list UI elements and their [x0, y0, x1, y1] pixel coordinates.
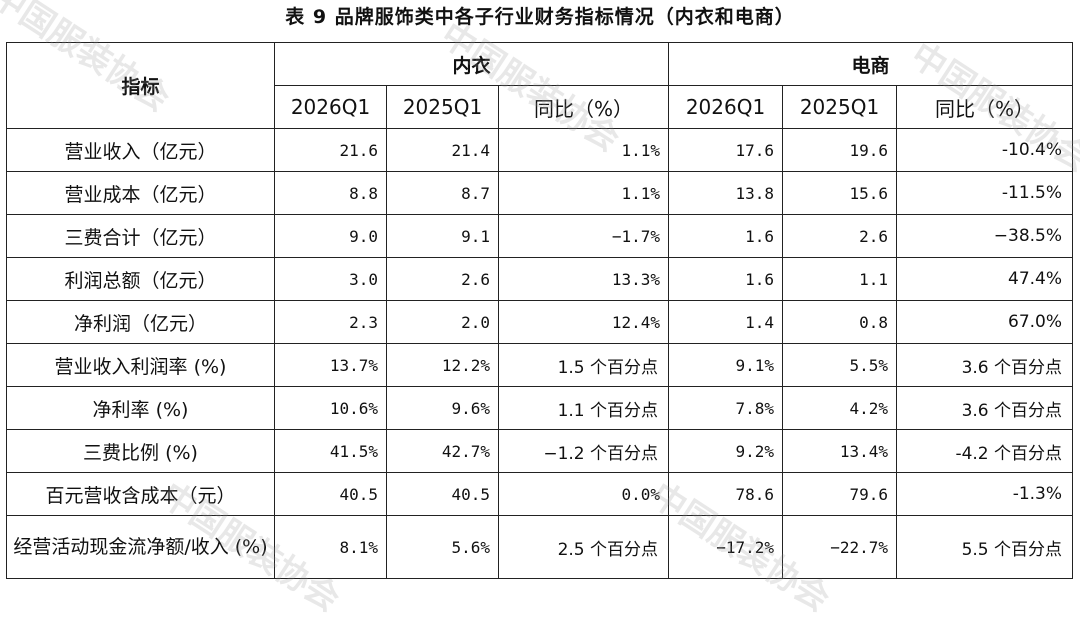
table-cell: 3.0	[274, 257, 387, 301]
table-cell: 2.6	[386, 257, 499, 301]
table-cell: 1.1%	[497, 171, 670, 215]
header-underwear-yoy: 同比（%）	[497, 85, 670, 129]
table-row: 营业收入（亿元） 21.6 21.4 1.1% 17.6 19.6 -10.4%	[6, 128, 1074, 172]
header-underwear-2025q1: 2025Q1	[386, 85, 499, 129]
table-cell: 7.8%	[668, 386, 784, 430]
table-cell: 21.6	[274, 128, 387, 172]
table-cell: 2.3	[274, 300, 387, 344]
table-cell: -10.4%	[896, 128, 1074, 172]
row-label: 营业成本（亿元）	[6, 171, 275, 215]
table-cell: 0.0%	[497, 472, 670, 516]
table-cell: 1.6	[668, 257, 784, 301]
header-ecommerce-2026q1: 2026Q1	[668, 85, 784, 129]
table-cell: 1.1	[782, 257, 898, 301]
table-cell: 79.6	[782, 472, 898, 516]
header-ecommerce-yoy: 同比（%）	[896, 85, 1074, 129]
header-group-underwear: 内衣	[273, 42, 670, 86]
table-cell: 12.2%	[386, 343, 499, 387]
table-cell: −1.7%	[497, 214, 670, 258]
table-row: 净利率 (%) 10.6% 9.6% 1.1 个百分点 7.8% 4.2% 3.6 个百分点	[6, 386, 1074, 430]
table-cell: 10.6%	[274, 386, 387, 430]
table-cell: 5.5 个百分点	[896, 515, 1074, 579]
table-cell: −17.2%	[668, 515, 784, 579]
table-cell: 4.2%	[782, 386, 898, 430]
table-cell: 8.7	[386, 171, 499, 215]
row-label: 三费合计（亿元）	[6, 214, 275, 258]
table-cell: 9.0	[274, 214, 387, 258]
table-cell: -11.5%	[896, 171, 1074, 215]
financial-indicators-table: 指标 内衣 电商 2026Q1 2025Q1 同比（%） 2026Q1 2025…	[6, 42, 1074, 579]
table-cell: 2.0	[386, 300, 499, 344]
table-row: 三费合计（亿元） 9.0 9.1 −1.7% 1.6 2.6 −38.5%	[6, 214, 1074, 258]
table-cell: 1.1%	[497, 128, 670, 172]
table-cell: 3.6 个百分点	[896, 386, 1074, 430]
table-cell: 41.5%	[274, 429, 387, 473]
table-cell: 9.2%	[668, 429, 784, 473]
header-group-ecommerce: 电商	[668, 42, 1074, 86]
row-label: 三费比例 (%)	[6, 429, 275, 473]
table-title: 表 9 品牌服饰类中各子行业财务指标情况（内衣和电商）	[285, 6, 795, 28]
table-cell: 67.0%	[896, 300, 1074, 344]
table-row: 百元营收含成本（元） 40.5 40.5 0.0% 78.6 79.6 -1.3%	[6, 472, 1074, 516]
table-row: 利润总额（亿元） 3.0 2.6 13.3% 1.6 1.1 47.4%	[6, 257, 1074, 301]
header-ecommerce-2025q1: 2025Q1	[782, 85, 898, 129]
table-cell: 17.6	[668, 128, 784, 172]
table-cell: 13.8	[668, 171, 784, 215]
table-cell: 5.6%	[386, 515, 499, 579]
table-cell: −22.7%	[782, 515, 898, 579]
table-row: 营业成本（亿元） 8.8 8.7 1.1% 13.8 15.6 -11.5%	[6, 171, 1074, 215]
table-cell: 8.8	[274, 171, 387, 215]
row-label: 百元营收含成本（元）	[6, 472, 275, 516]
table-row: 经营活动现金流净额/收入 (%) 8.1% 5.6% 2.5 个百分点 −17.2% −2…	[6, 515, 1074, 579]
table-cell: 9.6%	[386, 386, 499, 430]
table-cell: -1.3%	[896, 472, 1074, 516]
table-cell: 21.4	[386, 128, 499, 172]
row-label: 经营活动现金流净额/收入 (%)	[6, 515, 275, 579]
table-cell: −1.2 个百分点	[497, 429, 670, 473]
table-cell: 1.6	[668, 214, 784, 258]
table-cell: 9.1	[386, 214, 499, 258]
table-cell: 1.1 个百分点	[497, 386, 670, 430]
row-label: 营业收入利润率 (%)	[6, 343, 275, 387]
table-cell: 3.6 个百分点	[896, 343, 1074, 387]
table-cell: 5.5%	[782, 343, 898, 387]
table-cell: 12.4%	[497, 300, 670, 344]
row-label: 营业收入（亿元）	[6, 128, 275, 172]
table-cell: 78.6	[668, 472, 784, 516]
header-row-groups: 指标 内衣 电商	[6, 42, 1074, 129]
table-cell: 13.3%	[497, 257, 670, 301]
table-cell: 42.7%	[386, 429, 499, 473]
table-cell: 0.8	[782, 300, 898, 344]
table-cell: 1.4	[668, 300, 784, 344]
table-cell: -4.2 个百分点	[896, 429, 1074, 473]
table-row: 三费比例 (%) 41.5% 42.7% −1.2 个百分点 9.2% 13.4% -4.2…	[6, 429, 1074, 473]
table-cell: 9.1%	[668, 343, 784, 387]
header-underwear-2026q1: 2026Q1	[274, 85, 387, 129]
table-cell: −38.5%	[896, 214, 1074, 258]
table-row: 营业收入利润率 (%) 13.7% 12.2% 1.5 个百分点 9.1% 5.5% 3.6…	[6, 343, 1074, 387]
table-cell: 1.5 个百分点	[497, 343, 670, 387]
table-row: 净利润（亿元） 2.3 2.0 12.4% 1.4 0.8 67.0%	[6, 300, 1074, 344]
table-cell: 19.6	[782, 128, 898, 172]
table-cell: 40.5	[386, 472, 499, 516]
header-indicator: 指标	[6, 42, 275, 129]
table-cell: 47.4%	[896, 257, 1074, 301]
row-label: 净利润（亿元）	[6, 300, 275, 344]
table-cell: 13.7%	[274, 343, 387, 387]
table-cell: 40.5	[274, 472, 387, 516]
row-label: 利润总额（亿元）	[6, 257, 275, 301]
table-cell: 8.1%	[274, 515, 387, 579]
table-cell: 2.5 个百分点	[497, 515, 670, 579]
table-cell: 13.4%	[782, 429, 898, 473]
table-cell: 2.6	[782, 214, 898, 258]
table-cell: 15.6	[782, 171, 898, 215]
row-label: 净利率 (%)	[6, 386, 275, 430]
